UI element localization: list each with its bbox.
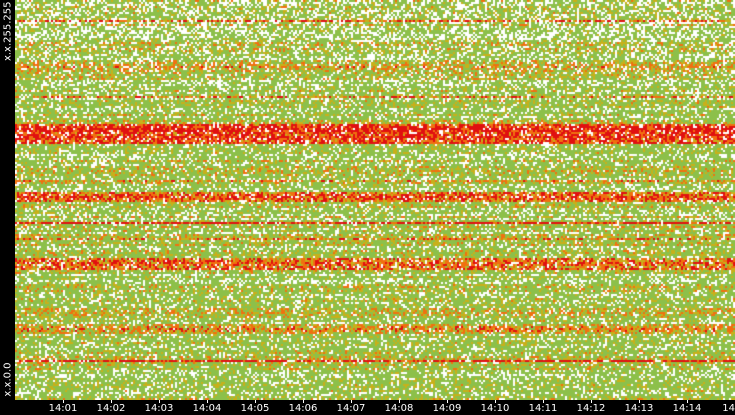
y-axis-label-top-text: x.x.255.255 [2, 1, 14, 62]
x-tick-label: 14:03 [144, 403, 174, 414]
x-tick-label: 14:09 [432, 403, 462, 414]
x-tick-mark [351, 400, 352, 403]
x-tick-label: 14:06 [288, 403, 318, 414]
x-tick-label: 14:08 [384, 403, 414, 414]
x-tick-mark [495, 400, 496, 403]
x-tick-mark [591, 400, 592, 403]
x-tick-mark [687, 400, 688, 403]
x-tick-label: 14:07 [336, 403, 366, 414]
x-tick-label: 14:01 [48, 403, 78, 414]
x-tick-mark [255, 400, 256, 403]
x-tick-mark [159, 400, 160, 403]
x-tick-mark [111, 400, 112, 403]
x-tick-label: 14:12 [576, 403, 606, 414]
y-axis: x.x.255.255 x.x.0.0 [0, 0, 15, 400]
y-axis-label-top: x.x.255.255 [0, 2, 15, 62]
x-tick-mark [447, 400, 448, 403]
x-tick-mark [207, 400, 208, 403]
x-tick-label: 14:11 [528, 403, 558, 414]
x-tick-label: 14:13 [624, 403, 654, 414]
x-tick-mark [63, 400, 64, 403]
x-tick-label: 14:10 [480, 403, 510, 414]
y-axis-label-bottom-text: x.x.0.0 [2, 362, 14, 397]
x-tick-mark [639, 400, 640, 403]
x-tick-mark [399, 400, 400, 403]
x-tick-label: 14 [722, 403, 735, 414]
heatmap-plot-area [15, 0, 735, 400]
x-tick-label: 14:02 [96, 403, 126, 414]
x-tick-mark [543, 400, 544, 403]
x-tick-label: 14:04 [192, 403, 222, 414]
x-tick-label: 14:05 [240, 403, 270, 414]
x-axis: 14:01 14:02 14:03 14:04 14:05 14:06 14:07 14:08… [15, 400, 735, 415]
x-tick-mark [303, 400, 304, 403]
y-axis-label-bottom: x.x.0.0 [0, 360, 15, 400]
x-tick-label: 14:14 [672, 403, 702, 414]
